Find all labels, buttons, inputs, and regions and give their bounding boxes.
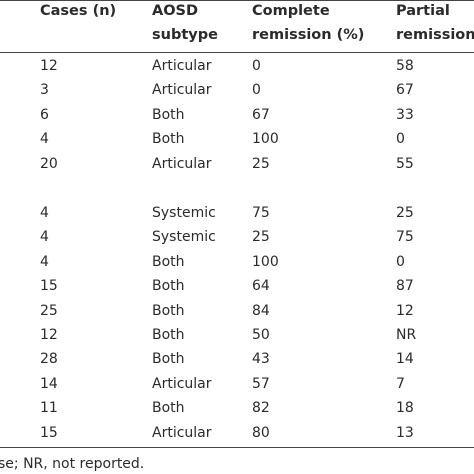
column-header: remission (%) [252,27,365,43]
table-cell: 15 [40,278,58,295]
table-cell: 25 [252,155,270,172]
table-cell: 67 [252,106,270,123]
table-cell: 11 [40,400,58,417]
table-cell: 75 [252,205,270,221]
table-cell: Both [152,302,185,319]
bottom-rule [0,447,474,448]
table-cell: 25 [396,205,414,221]
table-cell: Both [152,106,185,123]
table-cell: 100 [252,131,279,148]
table-cell: 0 [252,58,261,74]
table-cell: Articular [152,82,212,99]
table-cell: 14 [396,351,414,368]
table-cell: Articular [152,424,212,441]
table-cell: 6 [40,106,49,123]
table-cell: Systemic [152,205,216,221]
table-cell: 15 [40,424,58,441]
table-cell: Both [152,351,185,368]
table-cell: Both [152,131,185,148]
table-cell: 82 [252,400,270,417]
table-cell: 0 [252,82,261,99]
table-cell: 13 [396,424,414,441]
table-cell: 18 [396,400,414,417]
table-cell: Articular [152,58,212,74]
table-cell: 7 [396,375,405,392]
table-cell: 50 [252,327,270,343]
top-rule [0,0,474,1]
footnote: se; NR, not reported. [0,456,145,472]
table-cell: 25 [252,229,270,246]
column-header: AOSD [152,3,199,19]
table-cell: 33 [396,106,414,123]
table-cell: 20 [40,155,58,172]
table-cell: 4 [40,229,49,246]
table-cell: 100 [252,253,279,270]
column-header: remission [396,27,474,43]
header-rule [0,52,474,53]
table-cell: 25 [40,302,58,319]
table-cell: 58 [396,58,414,74]
table-cell: 4 [40,131,49,148]
table-cell: 28 [40,351,58,368]
table-cell: Systemic [152,229,216,246]
table-cell: Both [152,400,185,417]
table-cell: Both [152,278,185,295]
table-cell: Articular [152,155,212,172]
table-cell: 12 [40,58,58,74]
table-cell: NR [396,327,417,343]
table-cell: 55 [396,155,414,172]
table-cell: 14 [40,375,58,392]
column-header: Partial [396,3,450,19]
table-cell: 43 [252,351,270,368]
table-cell: 3 [40,82,49,99]
table-cell: 64 [252,278,270,295]
table-cell: 67 [396,82,414,99]
table-cell: Both [152,327,185,343]
table-cell: 4 [40,253,49,270]
table-cell: 12 [396,302,414,319]
table-cell: 57 [252,375,270,392]
table-cell: 87 [396,278,414,295]
column-header: Complete [252,3,330,19]
table-cell: 0 [396,253,405,270]
table-cell: Both [152,253,185,270]
table-cell: 75 [396,229,414,246]
table-cell: 84 [252,302,270,319]
table-cell: 4 [40,205,49,221]
table-cell: 12 [40,327,58,343]
column-header: subtype [152,27,218,43]
table-cell: Articular [152,375,212,392]
table-cell: 0 [396,131,405,148]
table-cell: 80 [252,424,270,441]
column-header: Cases (n) [40,3,117,19]
